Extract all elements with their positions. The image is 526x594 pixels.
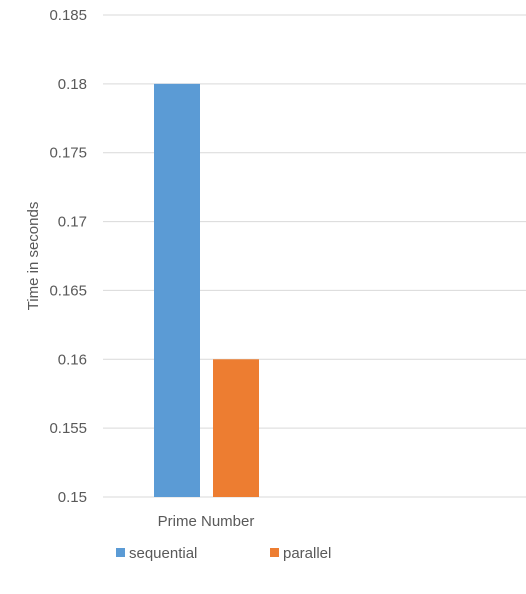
x-tick-label: Prime Number (158, 513, 255, 530)
y-tick-label: 0.175 (49, 145, 87, 162)
legend-label-sequential: sequential (129, 545, 197, 562)
y-tick-label: 0.17 (58, 214, 87, 231)
bar-parallel (213, 359, 259, 497)
y-tick-label: 0.18 (58, 76, 87, 93)
x-tick-labels: Prime Number (158, 513, 255, 530)
bar-sequential (154, 83, 200, 497)
y-tick-label: 0.16 (58, 351, 87, 368)
legend: sequential parallel (116, 545, 331, 562)
y-tick-label: 0.185 (49, 7, 87, 24)
legend-swatch-sequential (116, 548, 125, 557)
y-tick-label: 0.165 (49, 282, 87, 299)
y-tick-label: 0.155 (49, 420, 87, 437)
bars (154, 83, 259, 497)
y-tick-label: 0.15 (58, 489, 87, 506)
y-axis-title: Time in seconds (25, 202, 42, 311)
legend-swatch-parallel (270, 548, 279, 557)
legend-label-parallel: parallel (283, 545, 331, 562)
y-tick-labels: 0.15 0.155 0.16 0.165 0.17 0.175 0.18 0.185 (49, 7, 87, 506)
